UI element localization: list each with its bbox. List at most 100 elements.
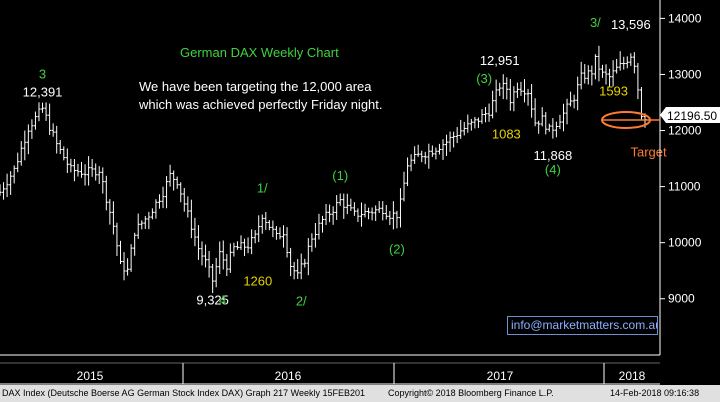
ohlc-bar — [455, 127, 459, 144]
ohlc-bar — [175, 176, 179, 189]
ohlc-bar — [469, 118, 473, 131]
y-tick-label: 11000 — [668, 180, 701, 194]
ohlc-bar — [537, 120, 541, 134]
ohlc-bar — [359, 202, 364, 227]
ohlc-bar — [250, 229, 254, 255]
y-tick-label: 14000 — [668, 11, 702, 25]
ohlc-bar — [101, 167, 105, 194]
ohlc-bar — [157, 194, 162, 209]
ohlc-bar — [26, 124, 30, 155]
ohlc-bar — [55, 125, 59, 154]
ohlc-bar — [189, 199, 193, 239]
ohlc-bar — [593, 54, 597, 80]
ohlc-bar — [37, 102, 41, 122]
chart-annotations: 12,391 9,325 12,951 11,868 13,596 3 4 1/2/ (1) (2… — [23, 15, 667, 308]
chart-label: 3 — [39, 67, 46, 82]
ohlc-bar — [607, 68, 612, 88]
ohlc-bar — [508, 78, 512, 111]
email-link[interactable]: info@marketmatters.com.au — [507, 316, 658, 335]
ohlc-bar — [83, 164, 87, 186]
ohlc-bar — [193, 217, 197, 247]
ohlc-bar — [363, 203, 367, 218]
ohlc-bar — [473, 116, 477, 129]
ohlc-bar — [498, 82, 502, 97]
ohlc-bar — [19, 141, 23, 166]
ohlc-bar — [586, 65, 590, 85]
chart-label: (4) — [545, 162, 561, 177]
ohlc-bar — [352, 202, 356, 216]
ohlc-bar — [427, 143, 431, 169]
ohlc-bar — [515, 82, 520, 98]
ohlc-bar — [278, 227, 282, 240]
ohlc-bar — [108, 199, 112, 225]
ohlc-bar — [253, 230, 257, 244]
ohlc-bar — [214, 257, 218, 288]
y-tick-label: 12000 — [668, 124, 702, 138]
ohlc-bar — [168, 164, 172, 187]
ohlc-bar — [533, 98, 537, 127]
ohlc-bar — [452, 131, 456, 148]
ohlc-bar — [232, 242, 236, 257]
ohlc-bar — [345, 193, 349, 215]
chart-label: 12,391 — [23, 85, 63, 100]
ohlc-bar — [416, 144, 420, 157]
ohlc-bar — [271, 220, 275, 238]
ohlc-bar — [129, 244, 133, 272]
ohlc-bar — [409, 154, 413, 172]
ohlc-bar — [629, 53, 633, 66]
ohlc-bar — [434, 147, 438, 160]
ohlc-bar — [625, 56, 629, 69]
ohlc-bar — [274, 225, 279, 240]
bloomberg-footer: DAX Index (Deutsche Boerse AG German Sto… — [0, 385, 720, 402]
ohlc-bar — [115, 222, 119, 257]
ohlc-bar — [377, 201, 381, 213]
ohlc-bar — [611, 60, 615, 87]
ohlc-bar — [327, 204, 332, 223]
ohlc-bar — [1, 182, 6, 200]
ohlc-bar — [618, 51, 622, 71]
ohlc-bar — [221, 240, 225, 270]
ohlc-bar — [69, 158, 73, 173]
ohlc-bar — [136, 213, 140, 239]
chart-label: 2/ — [296, 294, 307, 309]
ohlc-bars — [0, 45, 647, 294]
ohlc-bar — [303, 258, 307, 268]
ohlc-bar — [565, 98, 569, 125]
ohlc-bar — [501, 74, 505, 100]
chart-label: 3/ — [590, 15, 601, 30]
ohlc-bar — [211, 264, 215, 294]
chart-title: German DAX Weekly Chart — [180, 45, 339, 60]
y-tick-label: 13000 — [668, 67, 702, 81]
ohlc-bar — [583, 64, 587, 84]
ohlc-bar — [207, 251, 211, 278]
ohlc-bar — [540, 107, 544, 127]
ohlc-bar — [444, 134, 449, 156]
ohlc-bar — [9, 171, 13, 195]
ohlc-bar — [494, 79, 498, 113]
ohlc-bar — [62, 146, 66, 161]
ohlc-bar — [72, 159, 77, 182]
ohlc-bar — [33, 111, 38, 130]
chart-label: 13,596 — [611, 17, 651, 32]
chart-label: 11,868 — [533, 148, 572, 163]
ohlc-bar — [576, 76, 580, 111]
ohlc-bar — [16, 152, 20, 173]
footer-copyright: Copyright© 2018 Bloomberg Finance L.P. — [388, 388, 554, 398]
y-tick-label: 10000 — [668, 236, 702, 250]
chart-label: Target — [630, 145, 667, 160]
ohlc-bar — [413, 146, 417, 164]
ohlc-bar — [615, 58, 619, 74]
ohlc-bar — [264, 212, 268, 230]
chart-label: 1260 — [243, 273, 272, 288]
ohlc-bar — [118, 240, 123, 265]
ohlc-bar — [94, 163, 98, 181]
ohlc-bar — [402, 171, 406, 202]
chart-label: 1593 — [599, 83, 628, 98]
x-axis-band — [0, 355, 720, 385]
ohlc-bar — [257, 215, 261, 243]
ohlc-bar — [476, 117, 481, 129]
ohlc-bar — [86, 156, 91, 186]
ohlc-bar — [335, 195, 339, 220]
y-axis-ticks: 9000 10000 11000 12000 13000 14000 — [660, 11, 702, 306]
ohlc-bar — [218, 241, 222, 275]
